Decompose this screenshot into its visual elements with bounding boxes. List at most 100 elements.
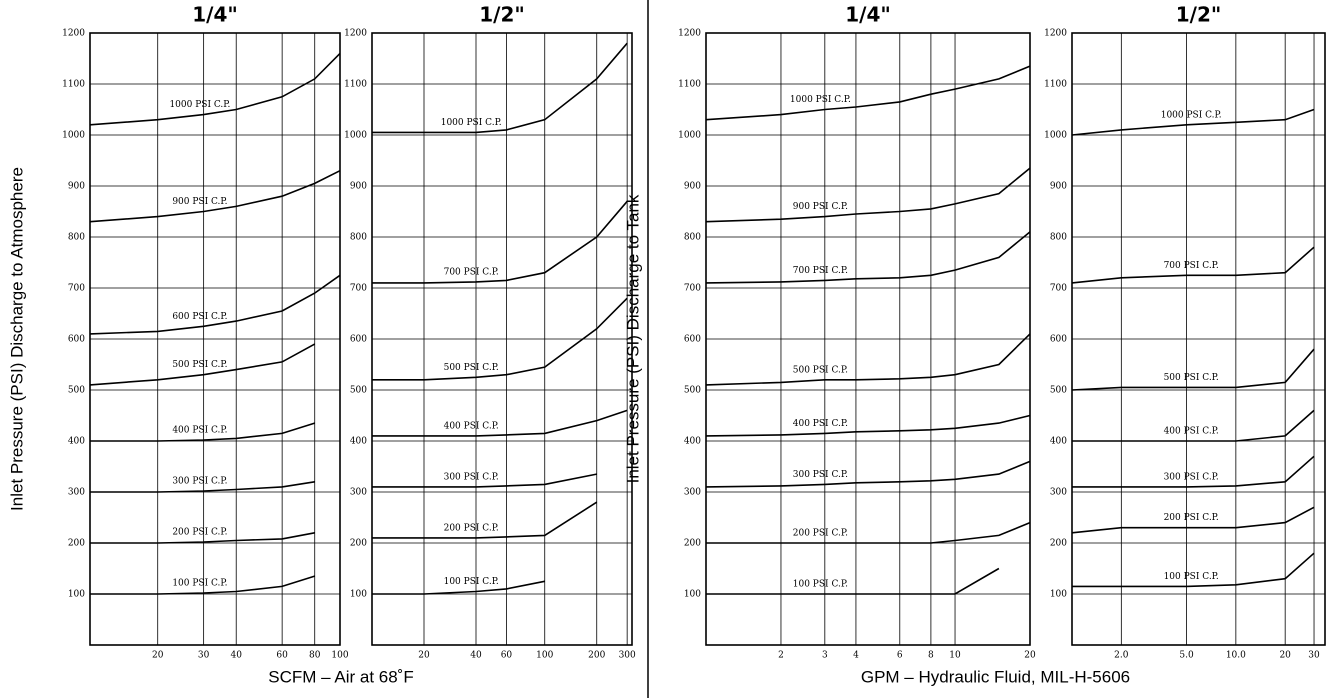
x-tick-label: 8 xyxy=(928,651,934,661)
curve-label: 500 PSI C.P. xyxy=(444,363,499,373)
curve xyxy=(705,333,1031,386)
curve-label: 400 PSI C.P. xyxy=(444,421,499,431)
curve xyxy=(372,409,628,437)
x-tick-label: 20 xyxy=(152,651,164,661)
y-tick-label: 900 xyxy=(350,182,367,192)
y-tick-label: 400 xyxy=(684,437,701,447)
y-tick-label: 400 xyxy=(1050,437,1067,447)
y-tick-label: 300 xyxy=(68,488,85,498)
curve xyxy=(705,231,1031,284)
y-tick-label: 800 xyxy=(350,233,367,243)
curve-label: 1000 PSI C.P. xyxy=(1161,110,1222,120)
curve xyxy=(706,521,1031,544)
x-tick-label: 5.0 xyxy=(1179,651,1194,661)
curve xyxy=(90,422,315,442)
x-tick-label: 80 xyxy=(309,651,321,661)
y-axis-label: Inlet Pressure (PSI) Discharge to Atmosp… xyxy=(7,167,26,511)
curve-label: 1000 PSI C.P. xyxy=(790,95,851,105)
x-tick-label: 10 xyxy=(949,651,961,661)
curve-label: 900 PSI C.P. xyxy=(172,197,227,207)
curve xyxy=(89,52,341,126)
chart-title: 1/2" xyxy=(479,3,525,27)
curve xyxy=(705,460,1031,488)
y-tick-label: 300 xyxy=(350,488,367,498)
curve xyxy=(372,501,598,539)
curve xyxy=(90,575,315,595)
x-axis-label: SCFM – Air at 68˚F xyxy=(268,667,413,686)
y-tick-label: 100 xyxy=(350,590,367,600)
y-tick-label: 1000 xyxy=(62,131,85,141)
plot-frame xyxy=(371,32,633,646)
chart-title: 1/4" xyxy=(192,3,238,27)
curve-label: 500 PSI C.P. xyxy=(172,360,227,370)
curve-label: 400 PSI C.P. xyxy=(1164,427,1219,437)
curve xyxy=(89,274,341,335)
curve xyxy=(1072,455,1315,488)
y-tick-label: 300 xyxy=(684,488,701,498)
curve-label: 100 PSI C.P. xyxy=(444,577,499,587)
curve xyxy=(705,414,1031,437)
y-tick-label: 200 xyxy=(68,539,85,549)
curve-label: 400 PSI C.P. xyxy=(793,419,848,429)
curve-label: 200 PSI C.P. xyxy=(1164,513,1219,523)
curve xyxy=(1072,552,1315,588)
x-tick-label: 60 xyxy=(276,651,288,661)
y-tick-label: 100 xyxy=(684,590,701,600)
curve xyxy=(1071,506,1315,534)
y-tick-label: 1000 xyxy=(678,131,701,141)
y-tick-label: 700 xyxy=(350,284,367,294)
x-tick-label: 10.0 xyxy=(1226,651,1246,661)
y-tick-label: 1100 xyxy=(62,80,85,90)
y-tick-label: 1200 xyxy=(344,29,367,39)
y-tick-label: 1200 xyxy=(678,29,701,39)
x-tick-label: 200 xyxy=(588,651,605,661)
x-tick-label: 60 xyxy=(501,651,513,661)
curve xyxy=(1071,348,1315,391)
y-tick-label: 600 xyxy=(68,335,85,345)
x-tick-label: 300 xyxy=(619,651,636,661)
curve-label: 1000 PSI C.P. xyxy=(441,118,502,128)
y-tick-label: 700 xyxy=(68,284,85,294)
x-axis-label: GPM – Hydraulic Fluid, MIL-H-5606 xyxy=(861,667,1130,686)
y-tick-label: 1100 xyxy=(344,80,367,90)
x-tick-label: 30 xyxy=(1308,651,1320,661)
curve xyxy=(89,343,316,386)
curve-label: 400 PSI C.P. xyxy=(172,425,227,435)
curve xyxy=(372,200,628,284)
curve xyxy=(706,567,1000,595)
x-tick-label: 100 xyxy=(331,651,348,661)
y-tick-label: 700 xyxy=(684,284,701,294)
x-tick-label: 30 xyxy=(198,651,210,661)
curve-label: 1000 PSI C.P. xyxy=(169,100,230,110)
curve-label: 300 PSI C.P. xyxy=(1164,472,1219,482)
curve xyxy=(90,532,315,544)
x-tick-label: 100 xyxy=(536,651,553,661)
y-tick-label: 800 xyxy=(684,233,701,243)
y-tick-label: 500 xyxy=(350,386,367,396)
curve-label: 700 PSI C.P. xyxy=(1164,261,1219,271)
plot-frame xyxy=(1071,32,1326,646)
x-tick-label: 20 xyxy=(418,651,430,661)
curve xyxy=(1072,409,1315,442)
x-tick-label: 20 xyxy=(1024,651,1036,661)
y-tick-label: 1100 xyxy=(678,80,701,90)
curve xyxy=(90,481,315,493)
y-tick-label: 500 xyxy=(68,386,85,396)
curve-label: 300 PSI C.P. xyxy=(172,476,227,486)
curve xyxy=(1071,246,1315,284)
curve-label: 300 PSI C.P. xyxy=(793,470,848,480)
y-tick-label: 1100 xyxy=(1044,80,1067,90)
curve-label: 600 PSI C.P. xyxy=(172,312,227,322)
curve-label: 200 PSI C.P. xyxy=(793,529,848,539)
curve-label: 500 PSI C.P. xyxy=(1164,373,1219,383)
y-tick-label: 800 xyxy=(1050,233,1067,243)
y-tick-label: 900 xyxy=(68,182,85,192)
y-tick-label: 500 xyxy=(684,386,701,396)
curve xyxy=(89,169,341,223)
chart-title: 1/2" xyxy=(1176,3,1222,27)
y-tick-label: 400 xyxy=(350,437,367,447)
plot-frame xyxy=(705,32,1031,646)
y-tick-label: 400 xyxy=(68,437,85,447)
curve xyxy=(372,473,597,488)
